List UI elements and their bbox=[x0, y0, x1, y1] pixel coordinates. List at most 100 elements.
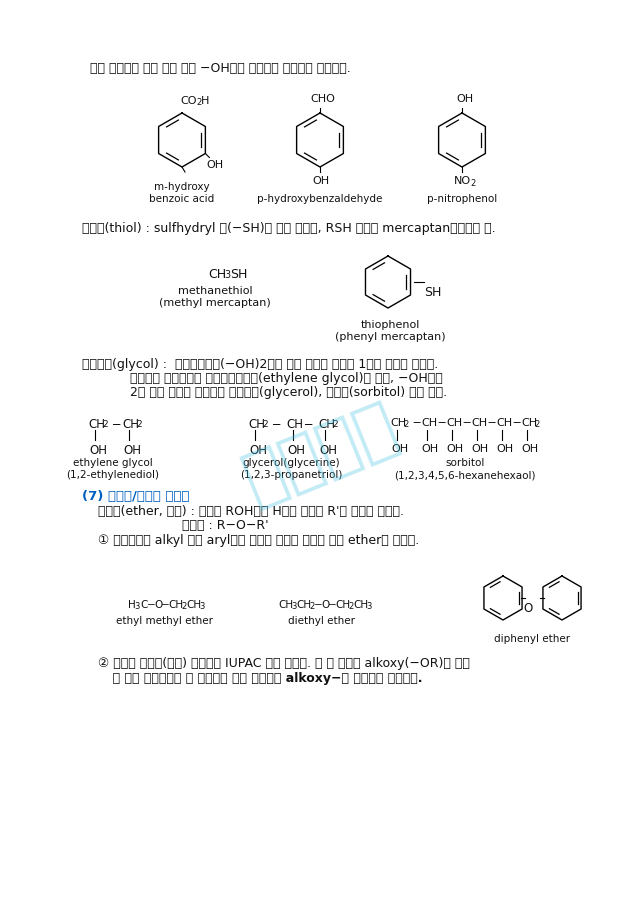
Text: 나 명명 우선순위가 큰 작용기가 있는 경우에는 alkoxy−를 치환기로 명명된다.: 나 명명 우선순위가 큰 작용기가 있는 경우에는 alkoxy−를 치환기로 … bbox=[82, 672, 422, 685]
Text: diphenyl ether: diphenyl ether bbox=[494, 634, 570, 644]
Text: CH: CH bbox=[208, 268, 226, 281]
Text: OH: OH bbox=[206, 160, 223, 170]
Text: 2: 2 bbox=[181, 602, 186, 611]
Text: CH: CH bbox=[335, 600, 350, 610]
Text: sorbitol: sorbitol bbox=[445, 458, 484, 468]
Text: p-hydroxybenzaldehyde: p-hydroxybenzaldehyde bbox=[257, 194, 383, 204]
Text: NO: NO bbox=[454, 176, 471, 186]
Text: −: − bbox=[300, 418, 317, 431]
Text: −: − bbox=[459, 418, 472, 428]
Text: 2: 2 bbox=[309, 602, 314, 611]
Text: 3: 3 bbox=[224, 270, 230, 280]
Text: CH: CH bbox=[296, 600, 311, 610]
Text: OH: OH bbox=[319, 444, 337, 457]
Text: OH: OH bbox=[471, 444, 488, 454]
Text: −: − bbox=[161, 600, 170, 610]
Text: 3: 3 bbox=[291, 602, 296, 611]
Text: 대표적인 글라이올로 에틸렌글라이올(ethylene glycol)이 있고, −OH기가: 대표적인 글라이올로 에틸렌글라이올(ethylene glycol)이 있고,… bbox=[82, 372, 443, 385]
Text: 2: 2 bbox=[534, 420, 540, 429]
Text: O: O bbox=[321, 600, 329, 610]
Text: ② 복잡한 에데르(에더) 화합놀은 IUPAC 명을 따른다. 한 개 이상의 alkoxy(−OR)가 있거: ② 복잡한 에데르(에더) 화합놀은 IUPAC 명을 따른다. 한 개 이상의… bbox=[82, 657, 470, 670]
Text: −: − bbox=[409, 418, 422, 428]
Text: 일반식 : R−O−R': 일반식 : R−O−R' bbox=[82, 519, 269, 532]
Text: diethyl ether: diethyl ether bbox=[289, 616, 355, 626]
Text: −: − bbox=[509, 418, 522, 428]
Text: 에데르(ether, 에더) : 알코올 ROH에서 H대신 알킬기 R'로 치환된 화합물.: 에데르(ether, 에더) : 알코올 ROH에서 H대신 알킬기 R'로 치… bbox=[82, 505, 404, 518]
Text: 2: 2 bbox=[332, 420, 338, 429]
Text: 2: 2 bbox=[403, 420, 408, 429]
Text: C: C bbox=[140, 600, 147, 610]
Text: H: H bbox=[201, 96, 209, 106]
Text: 능의 작용기와 같이 있을 때는 −OH기를 치환제로 취급하여 명명된다.: 능의 작용기와 같이 있을 때는 −OH기를 치환제로 취급하여 명명된다. bbox=[90, 62, 351, 75]
Text: CH: CH bbox=[421, 418, 437, 428]
Text: OH: OH bbox=[287, 444, 305, 457]
Text: CH: CH bbox=[471, 418, 487, 428]
Text: OH: OH bbox=[391, 444, 408, 454]
Text: 3: 3 bbox=[134, 602, 140, 611]
Text: OH: OH bbox=[421, 444, 438, 454]
Text: −: − bbox=[328, 600, 337, 610]
Text: CO: CO bbox=[180, 96, 196, 106]
Text: −: − bbox=[108, 418, 122, 431]
Text: −: − bbox=[484, 418, 497, 428]
Text: 싸이올(thiol) : sulfhydryl 기(−SH)를 가진 화합물, RSH 이라고 mercaptan이라고도 함.: 싸이올(thiol) : sulfhydryl 기(−SH)를 가진 화합물, … bbox=[82, 222, 495, 235]
Text: (7) 에데르/에더의 명명법: (7) 에데르/에더의 명명법 bbox=[82, 490, 189, 503]
Text: methanethiol: methanethiol bbox=[178, 286, 252, 296]
Text: 2: 2 bbox=[470, 179, 476, 188]
Text: 2: 2 bbox=[196, 98, 201, 107]
Text: glycerol(glycerine): glycerol(glycerine) bbox=[242, 458, 340, 468]
Text: OH: OH bbox=[456, 94, 473, 104]
Text: OH: OH bbox=[89, 444, 107, 457]
Text: 미리보기: 미리보기 bbox=[234, 392, 406, 513]
Text: 2: 2 bbox=[262, 420, 268, 429]
Text: SH: SH bbox=[424, 286, 442, 299]
Text: −: − bbox=[147, 600, 156, 610]
Text: CH: CH bbox=[168, 600, 183, 610]
Text: CH: CH bbox=[186, 600, 201, 610]
Text: CH: CH bbox=[88, 418, 105, 431]
Text: 2개 이상 결합된 알코올은 글리세롤(glycerol), 솔비올(sorbitol) 등이 있다.: 2개 이상 결합된 알코올은 글리세롤(glycerol), 솔비올(sorbi… bbox=[82, 386, 447, 399]
Text: CH: CH bbox=[353, 600, 368, 610]
Text: ethylene glycol: ethylene glycol bbox=[73, 458, 153, 468]
Text: CH: CH bbox=[521, 418, 537, 428]
Text: CH: CH bbox=[390, 418, 406, 428]
Text: OH: OH bbox=[446, 444, 463, 454]
Text: (phenyl mercaptan): (phenyl mercaptan) bbox=[335, 332, 445, 342]
Text: O: O bbox=[154, 600, 163, 610]
Text: ethyl methyl ether: ethyl methyl ether bbox=[115, 616, 212, 626]
Text: 2: 2 bbox=[348, 602, 353, 611]
Text: SH: SH bbox=[230, 268, 248, 281]
Text: −: − bbox=[314, 600, 323, 610]
Text: (1,2,3,4,5,6-hexanehexaol): (1,2,3,4,5,6-hexanehexaol) bbox=[394, 470, 536, 480]
Text: O: O bbox=[523, 602, 532, 615]
Text: −: − bbox=[434, 418, 447, 428]
Text: CH: CH bbox=[286, 418, 303, 431]
Text: benzoic acid: benzoic acid bbox=[149, 194, 214, 204]
Text: (methyl mercaptan): (methyl mercaptan) bbox=[159, 298, 271, 308]
Text: p-nitrophenol: p-nitrophenol bbox=[427, 194, 497, 204]
Text: CH: CH bbox=[318, 418, 335, 431]
Text: 2: 2 bbox=[136, 420, 141, 429]
Text: OH: OH bbox=[312, 176, 329, 186]
Text: 2: 2 bbox=[102, 420, 108, 429]
Text: CH: CH bbox=[122, 418, 139, 431]
Text: CH: CH bbox=[496, 418, 512, 428]
Text: m-hydroxy: m-hydroxy bbox=[154, 182, 210, 192]
Text: OH: OH bbox=[496, 444, 513, 454]
Text: (1,2-ethylenediol): (1,2-ethylenediol) bbox=[67, 470, 159, 480]
Text: CH: CH bbox=[446, 418, 462, 428]
Text: −: − bbox=[268, 418, 285, 431]
Text: CHO: CHO bbox=[310, 94, 335, 104]
Text: 3: 3 bbox=[366, 602, 371, 611]
Text: 3: 3 bbox=[199, 602, 204, 611]
Text: CH: CH bbox=[248, 418, 265, 431]
Text: (1,2,3-propanetriol): (1,2,3-propanetriol) bbox=[240, 470, 342, 480]
Text: CH: CH bbox=[278, 600, 293, 610]
Text: 글라이올(glycol) :  하이드록실기(−OH)2개가 서로 이웃한 탄소에 1개씩 결합된 화합물.: 글라이올(glycol) : 하이드록실기(−OH)2개가 서로 이웃한 탄소에… bbox=[82, 358, 438, 371]
Text: thiophenol: thiophenol bbox=[360, 320, 420, 330]
Text: H: H bbox=[128, 600, 136, 610]
Text: ① 일반적으로 alkyl 또는 aryl기의 이름을 알파벳 순으로 쓰고 ether를 붙인다.: ① 일반적으로 alkyl 또는 aryl기의 이름을 알파벳 순으로 쓰고 e… bbox=[82, 534, 419, 547]
Text: OH: OH bbox=[249, 444, 267, 457]
Text: OH: OH bbox=[123, 444, 141, 457]
Text: OH: OH bbox=[521, 444, 538, 454]
